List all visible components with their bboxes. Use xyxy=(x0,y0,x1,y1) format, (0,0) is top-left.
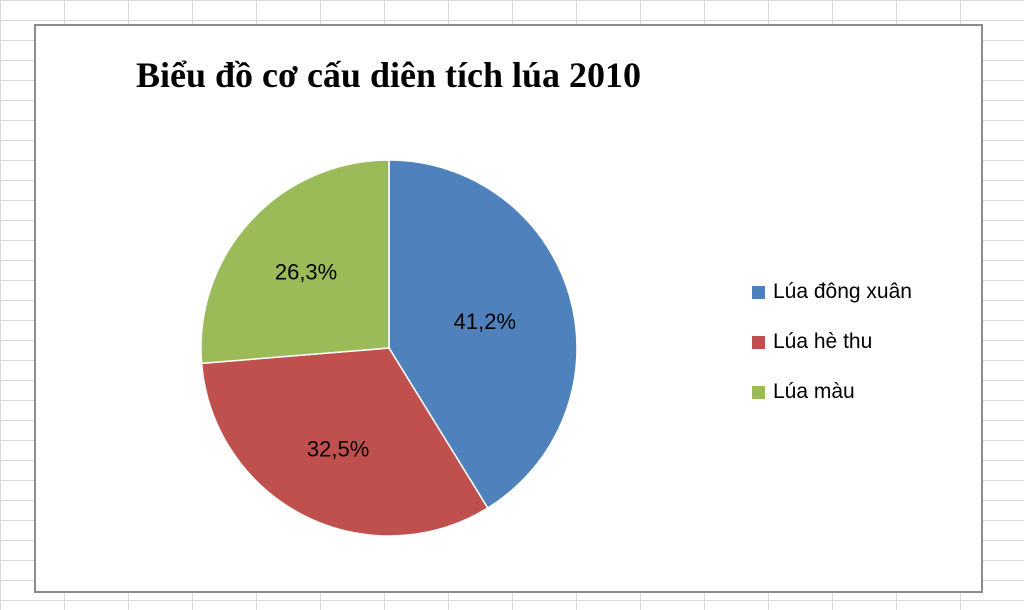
pie-slice-2 xyxy=(200,159,390,365)
pie-slice-0 xyxy=(388,159,578,510)
legend-swatch xyxy=(752,335,765,349)
legend-item-lua-dong-xuan: Lúa đông xuân xyxy=(752,280,912,304)
slice-data-label-0: 41,2% xyxy=(454,309,516,334)
legend: Lúa đông xuân Lúa hè thu Lúa màu xyxy=(752,280,912,430)
legend-label: Lúa đông xuân xyxy=(773,280,912,303)
pie-slice-1 xyxy=(200,347,489,537)
chart-area: Biểu đồ cơ cấu diên tích lúa 2010 41,2% 3… xyxy=(34,24,983,593)
legend-label: Lúa màu xyxy=(773,380,855,403)
chart-title: Biểu đồ cơ cấu diên tích lúa 2010 xyxy=(136,55,641,95)
legend-swatch xyxy=(752,285,765,299)
legend-item-lua-mau: Lúa màu xyxy=(752,380,912,404)
slice-data-label-2: 26,3% xyxy=(275,260,337,285)
pie-chart: 41,2% 32,5% 26,3% xyxy=(200,159,578,537)
slice-data-label-1: 32,5% xyxy=(307,437,369,462)
legend-item-lua-he-thu: Lúa hè thu xyxy=(752,330,912,354)
legend-swatch xyxy=(752,385,765,399)
legend-label: Lúa hè thu xyxy=(773,330,873,353)
